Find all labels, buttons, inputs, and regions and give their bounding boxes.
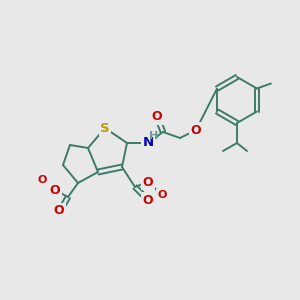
Text: O: O (157, 190, 167, 200)
Text: O: O (54, 205, 64, 218)
Text: O: O (37, 175, 47, 185)
Text: N: N (142, 136, 154, 149)
Text: O: O (50, 184, 60, 196)
Text: O: O (143, 194, 153, 206)
Text: O: O (152, 110, 162, 124)
Text: S: S (100, 122, 110, 134)
Text: O: O (191, 124, 201, 136)
Text: H: H (149, 131, 159, 141)
Text: O: O (143, 176, 153, 188)
